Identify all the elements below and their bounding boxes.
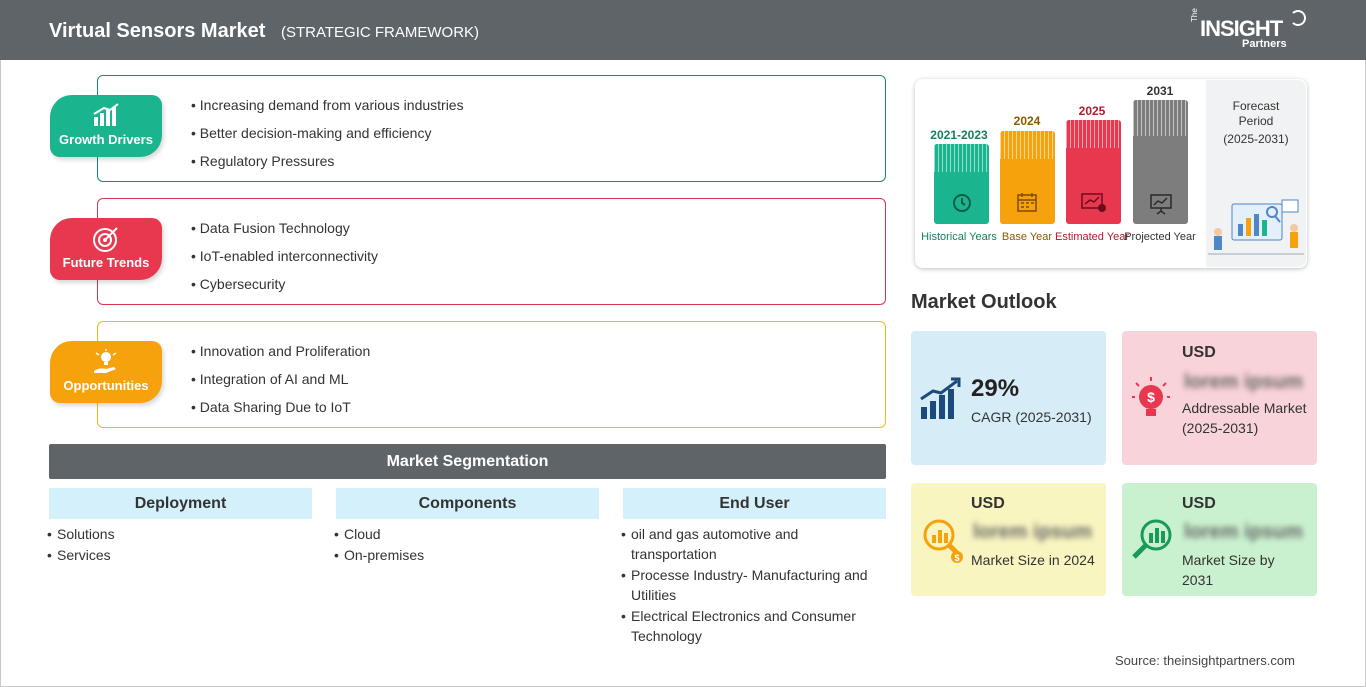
opportunities-badge: Opportunities — [50, 341, 162, 403]
market-size-2031-card: USD lorem ipsum Market Size by 2031 — [1122, 483, 1317, 596]
svg-text:$: $ — [954, 553, 959, 563]
timeline-label-estimated: Estimated Year — [1055, 231, 1129, 243]
list-item: Cybersecurity — [191, 275, 378, 303]
size-2024-value: lorem ipsum — [973, 521, 1092, 543]
page-subtitle: (STRATEGIC FRAMEWORK) — [281, 24, 480, 41]
timeline-year-historical: 2021-2023 — [930, 128, 988, 142]
forecast-line-2: Period — [1238, 114, 1274, 128]
forecast-line-1: Forecast — [1232, 99, 1280, 113]
history-clock-icon — [953, 194, 971, 212]
deployment-list: Solutions Services — [47, 524, 307, 566]
list-item: Data Fusion Technology — [191, 219, 378, 247]
list-item: On-premises — [334, 545, 594, 565]
components-heading: Components — [336, 488, 599, 519]
growth-drivers-card: Increasing demand from various industrie… — [97, 75, 886, 182]
logo-the: The — [1190, 8, 1199, 22]
bar-stripes — [1066, 120, 1121, 148]
timeline-year-projected: 2031 — [1146, 84, 1174, 98]
timeline-bar-estimated — [1066, 120, 1121, 224]
list-item: Increasing demand from various industrie… — [191, 96, 464, 124]
timeline-bar-projected — [1133, 100, 1188, 224]
bar-stripes — [934, 144, 989, 172]
size-2031-value: lorem ipsum — [1184, 521, 1303, 543]
opportunities-card: Innovation and Proliferation Integration… — [97, 321, 886, 428]
list-item: Services — [47, 545, 307, 565]
growth-chart-icon — [93, 103, 119, 126]
opportunities-label: Opportunities — [63, 378, 149, 393]
growth-bars-icon — [920, 377, 961, 419]
market-segmentation-header: Market Segmentation — [49, 444, 886, 479]
future-trends-badge: Future Trends — [50, 218, 162, 280]
cagr-label: CAGR (2025-2031) — [971, 409, 1092, 425]
forecast-line-3: (2025-2031) — [1223, 132, 1289, 146]
addressable-label: Addressable Market (2025-2031) — [1182, 400, 1307, 436]
timeline-bar-historical — [934, 144, 989, 224]
deployment-heading: Deployment — [49, 488, 312, 519]
size-2031-currency: USD — [1182, 495, 1216, 512]
market-outlook-title: Market Outlook — [911, 291, 1057, 313]
logo-insight: INSIGHT — [1200, 16, 1283, 41]
dollar-lightbulb-icon: $ — [1132, 377, 1170, 416]
list-item: Integration of AI and ML — [191, 370, 370, 398]
addressable-currency: USD — [1182, 344, 1216, 361]
list-item: Data Sharing Due to IoT — [191, 398, 370, 426]
lightbulb-hand-icon — [94, 349, 117, 373]
analysts-dashboard-illustration — [1208, 199, 1304, 255]
timeline-year-base: 2024 — [1013, 114, 1041, 128]
list-item: oil and gas automotive and transportatio… — [621, 524, 886, 564]
svg-text:$: $ — [1147, 389, 1155, 405]
list-item: Processe Industry- Manufacturing and Uti… — [621, 565, 886, 605]
list-item: Innovation and Proliferation — [191, 342, 370, 370]
page-title: Virtual Sensors Market — [49, 20, 266, 42]
bar-stripes — [1133, 100, 1188, 136]
magnifier-chart-icon: $ — [923, 519, 963, 563]
header-bar: Virtual Sensors Market (STRATEGIC FRAMEW… — [0, 0, 1366, 60]
list-item: IoT-enabled interconnectivity — [191, 247, 378, 275]
logo-arc-icon — [1290, 10, 1306, 26]
components-list: Cloud On-premises — [334, 524, 594, 566]
timeline-label-projected: Projected Year — [1124, 231, 1196, 243]
insight-partners-logo[interactable]: The INSIGHT Partners — [1190, 8, 1310, 52]
list-item: Electrical Electronics and Consumer Tech… — [621, 606, 886, 646]
timeline-label-base: Base Year — [1001, 231, 1053, 243]
timeline-bar-base — [1000, 131, 1055, 224]
size-2031-label: Market Size by 2031 — [1182, 552, 1275, 588]
end-user-list: oil and gas automotive and transportatio… — [621, 524, 886, 647]
addressable-value: lorem ipsum — [1184, 371, 1303, 393]
size-2024-currency: USD — [971, 495, 1005, 512]
bar-stripes — [1000, 131, 1055, 159]
list-item: Better decision-making and efficiency — [191, 124, 464, 152]
end-user-heading: End User — [623, 488, 886, 519]
logo-partners: Partners — [1242, 38, 1287, 50]
target-icon — [93, 227, 118, 252]
opportunities-list: Innovation and Proliferation Integration… — [191, 342, 370, 426]
market-size-2024-card: USD lorem ipsum $ Market Size in 2024 — [911, 483, 1106, 596]
growth-drivers-list: Increasing demand from various industrie… — [191, 96, 464, 180]
list-item: Solutions — [47, 524, 307, 544]
presentation-icon — [1150, 194, 1172, 215]
estimate-gear-icon — [1081, 193, 1106, 212]
list-item: Regulatory Pressures — [191, 152, 464, 180]
addressable-market-card: USD lorem ipsum $ Addressable Market (20… — [1122, 331, 1317, 465]
growth-drivers-badge: Growth Drivers — [50, 95, 162, 157]
future-trends-card: Data Fusion Technology IoT-enabled inter… — [97, 198, 886, 305]
list-item: Cloud — [334, 524, 594, 544]
future-trends-label: Future Trends — [62, 255, 150, 270]
size-2024-label: Market Size in 2024 — [971, 552, 1095, 568]
future-trends-list: Data Fusion Technology IoT-enabled inter… — [191, 219, 378, 303]
growth-drivers-label: Growth Drivers — [59, 132, 153, 147]
cagr-card: 29% CAGR (2025-2031) — [911, 331, 1106, 465]
timeline-year-estimated: 2025 — [1078, 104, 1106, 118]
timeline-label-historical: Historical Years — [921, 231, 997, 243]
magnifier-bars-icon — [1132, 519, 1172, 559]
source-note: Source: theinsightpartners.com — [1115, 653, 1295, 668]
cagr-value: 29% — [971, 375, 1020, 402]
calendar-icon — [1017, 193, 1037, 212]
